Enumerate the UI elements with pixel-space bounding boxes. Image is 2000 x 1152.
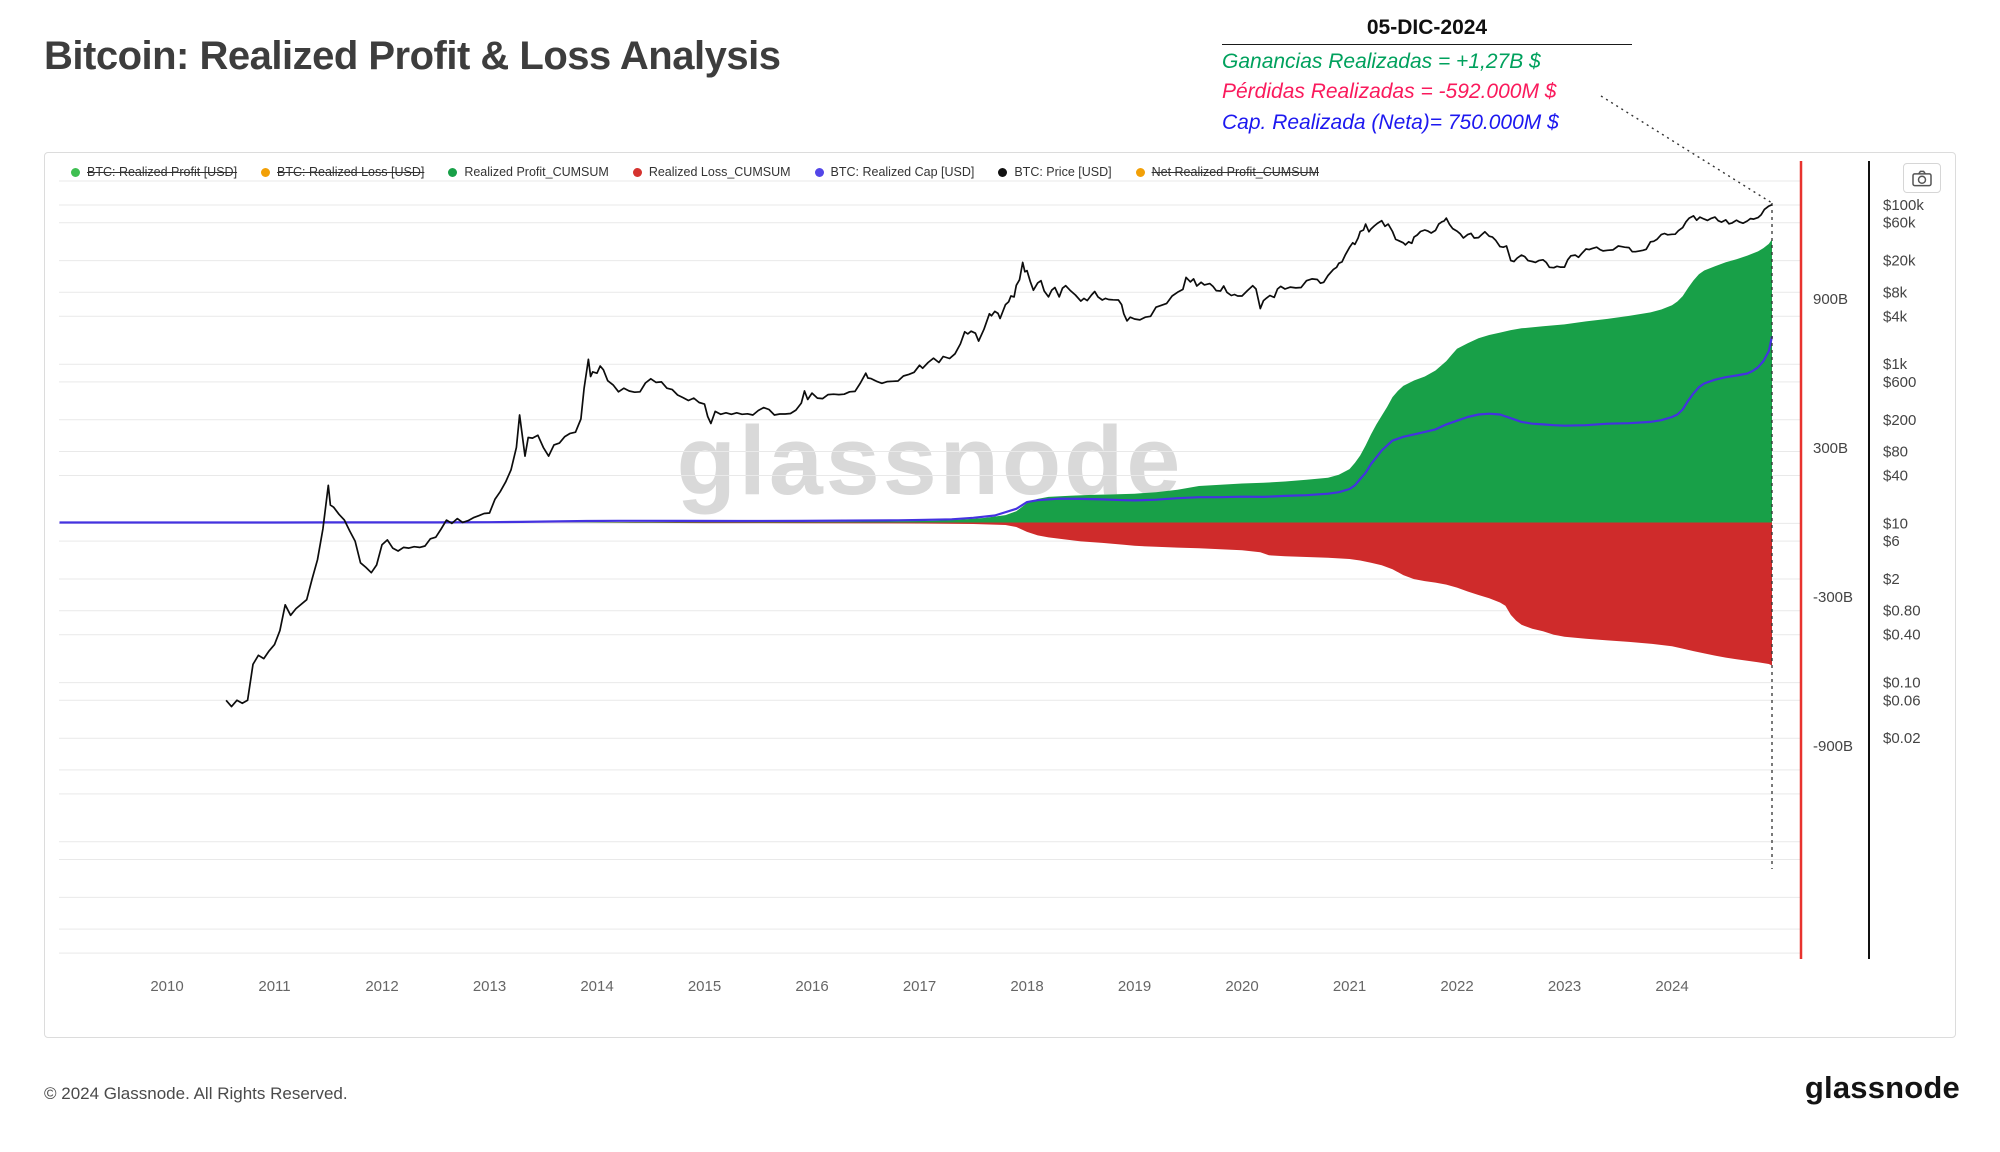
legend-label: Realized Loss_CUMSUM bbox=[648, 165, 791, 179]
realized-profit-area bbox=[59, 239, 1772, 523]
log-axis-label: $2 bbox=[1883, 571, 1900, 588]
x-axis-label: 2021 bbox=[1333, 978, 1366, 995]
x-axis-label: 2023 bbox=[1548, 978, 1581, 995]
log-axis-label: $600 bbox=[1883, 374, 1916, 391]
legend-label: Realized Profit_CUMSUM bbox=[464, 165, 609, 179]
annotation-realized-losses: Pérdidas Realizadas = -592.000M $ bbox=[1222, 80, 1557, 104]
x-axis-label: 2014 bbox=[580, 978, 613, 995]
x-axis-label: 2019 bbox=[1118, 978, 1151, 995]
x-axis-label: 2013 bbox=[473, 978, 506, 995]
x-axis-label: 2011 bbox=[258, 978, 290, 995]
linear-axis-label: 900B bbox=[1813, 291, 1848, 308]
log-axis-label: $0.06 bbox=[1883, 692, 1921, 709]
log-axis-label: $60k bbox=[1883, 215, 1916, 232]
legend-item-6[interactable]: Net Realized Profit_CUMSUM bbox=[1135, 165, 1320, 179]
annotation-pointer-line bbox=[1600, 95, 1773, 204]
glassnode-logo: glassnode bbox=[1804, 1070, 1960, 1105]
legend-item-4[interactable]: BTC: Realized Cap [USD] bbox=[814, 165, 975, 179]
camera-button[interactable] bbox=[1903, 163, 1941, 193]
legend-label: BTC: Realized Profit [USD] bbox=[87, 165, 238, 179]
annotation-realized-gains: Ganancias Realizadas = +1,27B $ bbox=[1222, 50, 1541, 73]
log-axis-label: $100k bbox=[1883, 197, 1924, 214]
log-axis-label: $40 bbox=[1883, 468, 1908, 485]
x-axis-label: 2017 bbox=[903, 978, 936, 995]
linear-axis-label: 300B bbox=[1813, 440, 1848, 457]
legend-label: BTC: Price [USD] bbox=[1014, 165, 1112, 179]
chart-plot: 2010 2011 2012 2013 2014 2015 2016 2017 2018 2019… bbox=[59, 95, 1924, 995]
log-axis-label: $0.10 bbox=[1883, 675, 1921, 692]
log-axis-label: $20k bbox=[1883, 253, 1916, 270]
annotation-realized-cap: Cap. Realizada (Neta)= 750.000M $ bbox=[1222, 110, 1559, 134]
camera-icon bbox=[1912, 170, 1932, 186]
legend-dot bbox=[814, 167, 824, 177]
chart-legend: BTC: Realized Profit [USD] BTC: Realized … bbox=[71, 165, 1319, 179]
legend-item-1[interactable]: BTC: Realized Loss [USD] bbox=[261, 165, 424, 179]
log-axis-label: $1k bbox=[1883, 356, 1908, 373]
annotation-date: 05-DIC-2024 bbox=[1222, 16, 1632, 45]
legend-label: BTC: Realized Cap [USD] bbox=[830, 165, 975, 179]
linear-axis-label: -300B bbox=[1813, 589, 1853, 606]
legend-item-0[interactable]: BTC: Realized Profit [USD] bbox=[71, 165, 237, 179]
linear-axis-label: -900B bbox=[1813, 738, 1853, 755]
copyright: © 2024 Glassnode. All Rights Reserved. bbox=[44, 1084, 348, 1103]
realized-cap-line bbox=[59, 336, 1774, 524]
legend-label: BTC: Realized Loss [USD] bbox=[277, 165, 425, 179]
legend-dot bbox=[261, 167, 271, 177]
x-axis-label: 2016 bbox=[795, 978, 828, 995]
legend-label: Net Realized Profit_CUMSUM bbox=[1151, 165, 1320, 179]
x-axis-label: 2022 bbox=[1440, 978, 1473, 995]
log-axis-label: $4k bbox=[1883, 308, 1908, 325]
log-axis-label: $0.02 bbox=[1883, 730, 1921, 747]
legend-dot bbox=[448, 167, 458, 177]
legend-item-3[interactable]: Realized Loss_CUMSUM bbox=[632, 165, 791, 179]
log-axis-label: $0.40 bbox=[1883, 627, 1921, 644]
x-axis-label: 2010 bbox=[150, 978, 183, 995]
x-axis-label: 2018 bbox=[1010, 978, 1043, 995]
x-axis-label: 2012 bbox=[365, 978, 398, 995]
btc-price-line bbox=[225, 203, 1773, 708]
log-axis-label: $0.80 bbox=[1883, 603, 1921, 620]
legend-item-2[interactable]: Realized Profit_CUMSUM bbox=[448, 165, 609, 179]
x-axis-label: 2015 bbox=[688, 978, 721, 995]
log-axis-label: $8k bbox=[1883, 284, 1908, 301]
log-axis-label: $80 bbox=[1883, 444, 1908, 461]
legend-item-5[interactable]: BTC: Price [USD] bbox=[998, 165, 1112, 179]
x-axis-label: 2020 bbox=[1225, 978, 1258, 995]
log-axis-label: $10 bbox=[1883, 515, 1908, 532]
log-axis-label: $6 bbox=[1883, 533, 1900, 550]
legend-dot bbox=[998, 167, 1008, 177]
page-title: Bitcoin: Realized Profit & Loss Analysis bbox=[44, 34, 781, 78]
chart-card: BTC: Realized Profit [USD] BTC: Realized … bbox=[44, 95, 1956, 1038]
annotation-box: 05-DIC-2024 Ganancias Realizadas = +1,27… bbox=[1222, 16, 1632, 136]
legend-dot bbox=[1135, 167, 1145, 177]
legend-dot bbox=[632, 167, 642, 177]
log-axis-label: $200 bbox=[1883, 412, 1916, 429]
x-axis-label: 2024 bbox=[1655, 978, 1688, 995]
realized-loss-area bbox=[59, 522, 1772, 666]
legend-dot bbox=[71, 167, 80, 177]
